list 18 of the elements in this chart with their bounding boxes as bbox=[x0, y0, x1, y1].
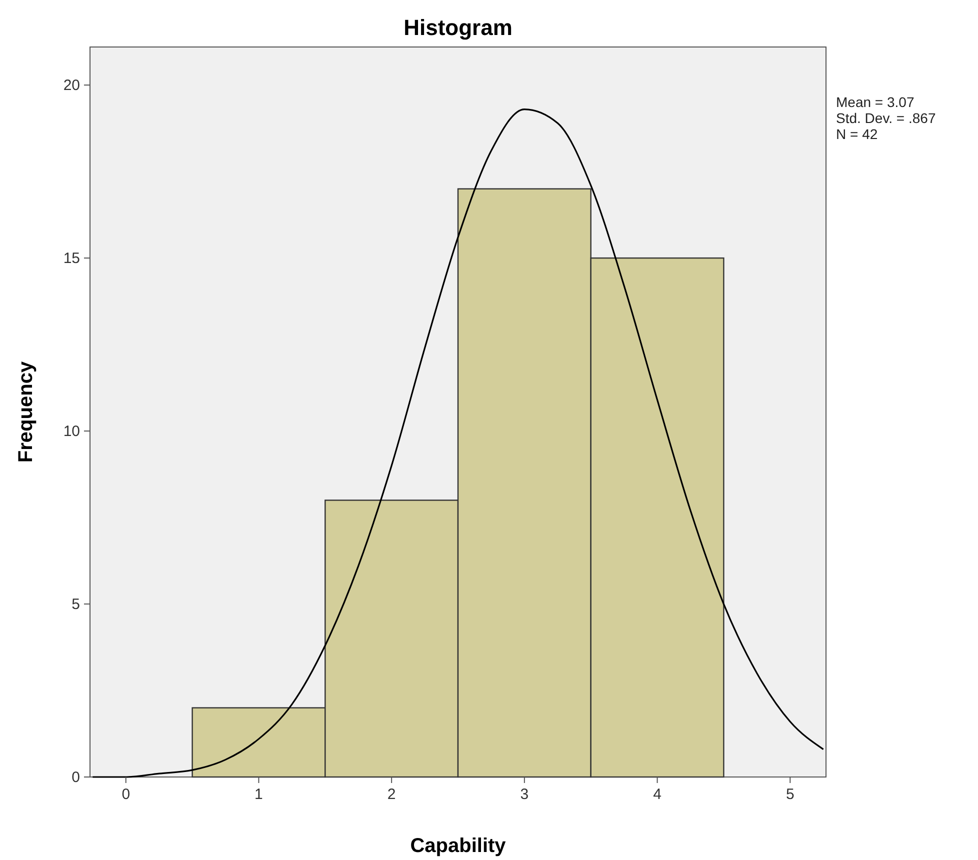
y-tick-label: 0 bbox=[72, 769, 80, 786]
y-tick-label: 10 bbox=[63, 423, 80, 440]
x-tick-label: 4 bbox=[653, 786, 662, 803]
y-tick-label: 5 bbox=[72, 596, 80, 614]
text: Std. Dev. = .867 bbox=[836, 110, 936, 126]
x-tick-label: 2 bbox=[387, 786, 396, 803]
x-tick-label: 3 bbox=[520, 786, 529, 803]
y-tick-label: 15 bbox=[63, 250, 80, 268]
x-tick-label: 5 bbox=[786, 786, 794, 803]
chart-title: Histogram bbox=[404, 15, 512, 40]
x-tick-label: 0 bbox=[122, 786, 130, 803]
x-tick-label: 1 bbox=[254, 786, 263, 803]
text: N = 42 bbox=[836, 126, 878, 142]
y-axis-title: Frequency bbox=[15, 360, 37, 463]
y-tick-label: 20 bbox=[63, 77, 80, 94]
text: Mean = 3.07 bbox=[836, 94, 914, 110]
line-series bbox=[92, 108, 824, 778]
x-axis-title: Capability bbox=[410, 835, 507, 857]
